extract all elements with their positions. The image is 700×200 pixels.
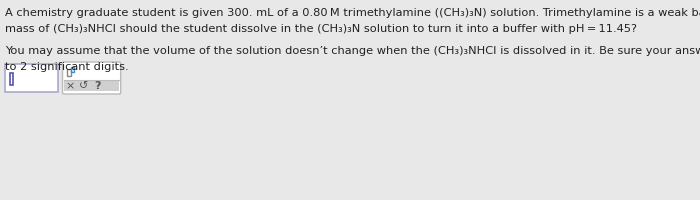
- FancyBboxPatch shape: [64, 80, 119, 91]
- Text: A chemistry graduate student is given 300. mL of a 0.80 M trimethylamine ((CH₃)₃: A chemistry graduate student is given 30…: [5, 8, 700, 18]
- Text: to 2 significant digits.: to 2 significant digits.: [5, 62, 129, 72]
- FancyBboxPatch shape: [62, 62, 120, 94]
- Text: mass of (CH₃)₃NHCI should the student dissolve in the (CH₃)₃N solution to turn i: mass of (CH₃)₃NHCI should the student di…: [5, 24, 637, 34]
- Text: ?: ?: [94, 81, 101, 91]
- FancyBboxPatch shape: [5, 64, 57, 92]
- Text: ×: ×: [66, 81, 75, 91]
- Text: ↺: ↺: [79, 81, 89, 91]
- Text: You may assume that the volume of the solution doesn’t change when the (CH₃)₃NHC: You may assume that the volume of the so…: [5, 46, 700, 56]
